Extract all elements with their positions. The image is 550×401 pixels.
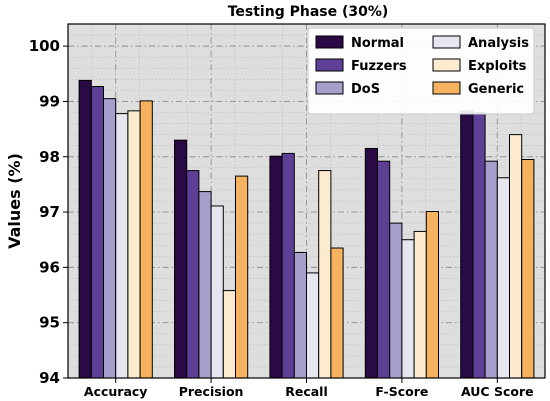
bar-normal-recall bbox=[269, 155, 283, 379]
x-tick-label: Recall bbox=[285, 384, 328, 399]
legend-label-dos: DoS bbox=[351, 82, 380, 97]
y-tick-label: 95 bbox=[39, 314, 60, 332]
legend-label-exploits: Exploits bbox=[468, 59, 527, 74]
legend-label-generic: Generic bbox=[468, 82, 524, 97]
legend-swatch-dos bbox=[315, 81, 344, 95]
x-axis-ticks: Accuracy Precision Recall F-Score AUC Score bbox=[84, 378, 534, 399]
legend-label-analysis: Analysis bbox=[468, 36, 529, 51]
legend-label-normal: Normal bbox=[351, 36, 404, 51]
x-tick-label: AUC Score bbox=[461, 384, 534, 399]
x-tick-label: F-Score bbox=[375, 384, 428, 399]
bar-analysis-recall bbox=[306, 272, 320, 379]
bar-exploits-f-score bbox=[413, 230, 427, 379]
bar-exploits-precision bbox=[222, 290, 237, 379]
y-tick-label: 97 bbox=[39, 203, 60, 221]
bar-fuzzers-accuracy bbox=[90, 86, 105, 379]
bar-normal-accuracy bbox=[78, 79, 92, 379]
bar-normal-precision bbox=[174, 139, 188, 379]
bar-exploits-recall bbox=[318, 170, 332, 379]
y-tick-label: 94 bbox=[39, 369, 60, 387]
legend-swatch-exploits bbox=[432, 58, 461, 72]
legend: Normal Fuzzers DoS Analysis Exploits Generic bbox=[307, 27, 535, 115]
bar-dos-precision bbox=[198, 191, 212, 379]
bar-analysis-precision bbox=[210, 205, 224, 379]
bar-dos-f-score bbox=[389, 222, 403, 379]
legend-swatch-generic bbox=[432, 81, 461, 95]
bar-normal-auc-score bbox=[460, 110, 474, 379]
legend-label-fuzzers: Fuzzers bbox=[351, 59, 407, 74]
y-axis-label: Values (%) bbox=[5, 153, 24, 249]
bar-fuzzers-recall bbox=[281, 152, 295, 379]
legend-box bbox=[307, 27, 535, 115]
bar-dos-accuracy bbox=[103, 98, 117, 379]
bar-dos-recall bbox=[293, 251, 307, 379]
bar-generic-precision bbox=[235, 175, 249, 379]
bar-generic-auc-score bbox=[521, 159, 535, 379]
bars bbox=[78, 79, 535, 379]
bar-generic-accuracy bbox=[139, 100, 153, 379]
bar-dos-auc-score bbox=[484, 160, 498, 379]
bar-fuzzers-auc-score bbox=[472, 112, 486, 379]
bar-normal-f-score bbox=[364, 147, 378, 379]
legend-swatch-fuzzers bbox=[315, 58, 344, 72]
y-tick-label: 100 bbox=[29, 37, 60, 55]
bar-analysis-f-score bbox=[401, 239, 415, 379]
legend-swatch-analysis bbox=[432, 35, 461, 49]
y-tick-label: 96 bbox=[39, 258, 60, 276]
bar-fuzzers-precision bbox=[186, 170, 200, 379]
x-tick-label: Accuracy bbox=[84, 384, 148, 399]
bar-analysis-auc-score bbox=[496, 177, 510, 379]
bar-exploits-accuracy bbox=[127, 110, 141, 379]
legend-swatch-normal bbox=[315, 35, 344, 49]
bar-exploits-auc-score bbox=[509, 134, 523, 379]
bar-fuzzers-f-score bbox=[377, 160, 391, 379]
bar-generic-f-score bbox=[425, 211, 439, 379]
bar-analysis-accuracy bbox=[115, 113, 129, 379]
y-tick-label: 99 bbox=[39, 92, 60, 110]
y-axis-ticks: 94 95 96 97 98 99 100 bbox=[29, 37, 68, 387]
y-tick-label: 98 bbox=[39, 148, 60, 166]
x-tick-label: Precision bbox=[179, 384, 244, 399]
chart-title: Testing Phase (30%) bbox=[228, 4, 389, 20]
bar-generic-recall bbox=[330, 247, 344, 379]
